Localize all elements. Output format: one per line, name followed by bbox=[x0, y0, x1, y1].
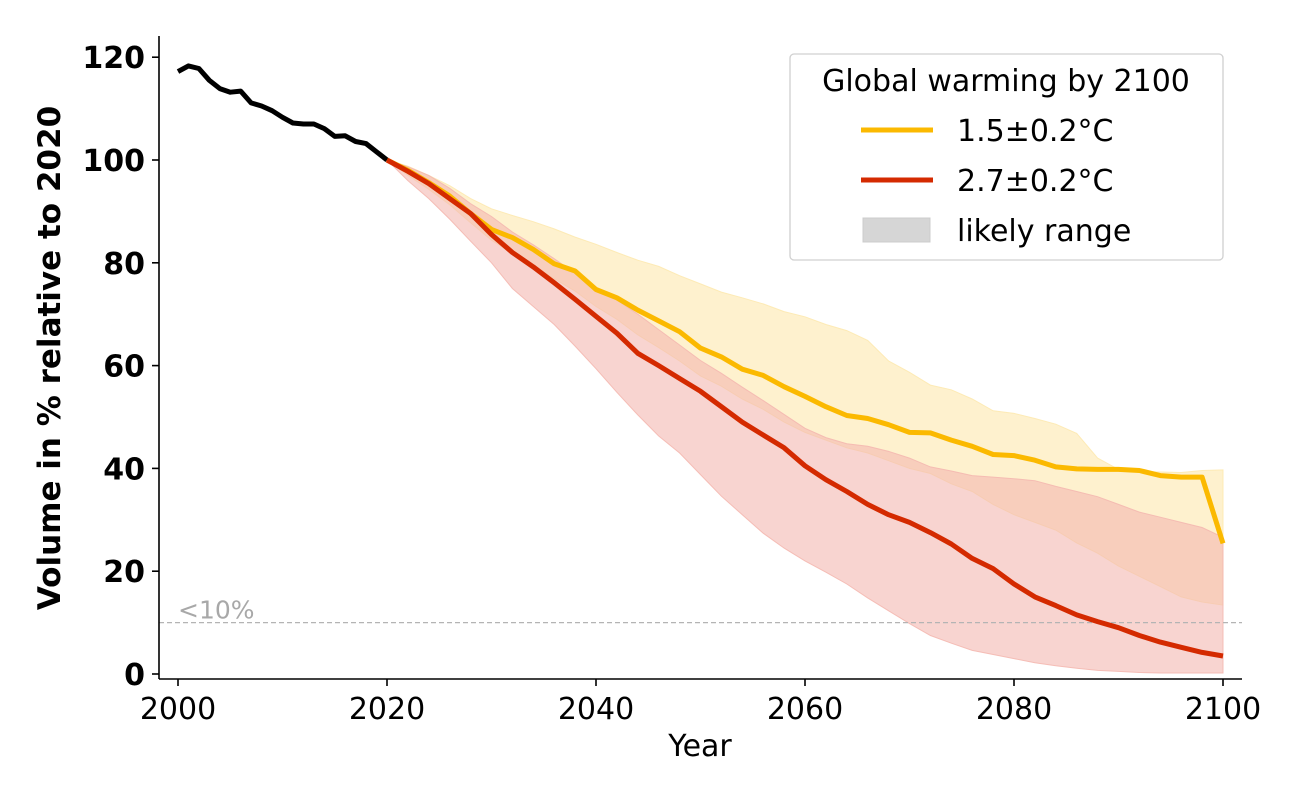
x-tick-label: 2000 bbox=[140, 692, 216, 727]
legend-title: Global warming by 2100 bbox=[822, 64, 1190, 99]
legend-entry: 1.5±0.2°C bbox=[861, 114, 1114, 149]
legend-entry: 2.7±0.2°C bbox=[861, 164, 1114, 199]
x-tick-label: 2100 bbox=[1185, 692, 1261, 727]
y-axis-title: Volume in % relative to 2020 bbox=[32, 106, 68, 610]
x-ticks: 2000 2020 2040 2060 2080 2100 bbox=[140, 679, 1261, 727]
legend-label: 2.7±0.2°C bbox=[957, 164, 1114, 199]
legend-label: likely range bbox=[957, 214, 1131, 249]
historical-line bbox=[176, 63, 389, 162]
legend-label: 1.5±0.2°C bbox=[957, 114, 1114, 149]
y-ticks: 0 20 40 60 80 100 120 bbox=[82, 41, 159, 693]
y-tick-label: 0 bbox=[124, 658, 145, 693]
y-tick-label: 120 bbox=[82, 41, 145, 76]
y-tick-label: 60 bbox=[103, 350, 145, 385]
y-tick-label: 80 bbox=[103, 247, 145, 282]
x-tick-label: 2080 bbox=[976, 692, 1052, 727]
legend: Global warming by 2100 1.5±0.2°C 2.7±0.2°… bbox=[789, 53, 1224, 261]
legend-patch-swatch bbox=[862, 217, 931, 243]
series-line-1p5 bbox=[385, 157, 1226, 545]
x-tick-label: 2040 bbox=[558, 692, 634, 727]
series-line-2p7 bbox=[385, 157, 1224, 659]
x-tick-label: 2020 bbox=[349, 692, 425, 727]
x-tick-label: 2060 bbox=[767, 692, 843, 727]
legend-frame bbox=[789, 53, 1224, 261]
legend-entries: 1.5±0.2°C 2.7±0.2°C likely range bbox=[861, 114, 1131, 249]
y-tick-label: 100 bbox=[82, 144, 145, 179]
legend-entry: likely range bbox=[862, 214, 1131, 249]
y-tick-label: 40 bbox=[103, 452, 145, 487]
x-axis-title: Year bbox=[667, 729, 732, 764]
threshold-10-percent: <10% bbox=[159, 596, 1242, 625]
series-lines bbox=[176, 63, 1226, 659]
threshold-label: <10% bbox=[178, 596, 255, 625]
y-tick-label: 20 bbox=[103, 555, 145, 590]
